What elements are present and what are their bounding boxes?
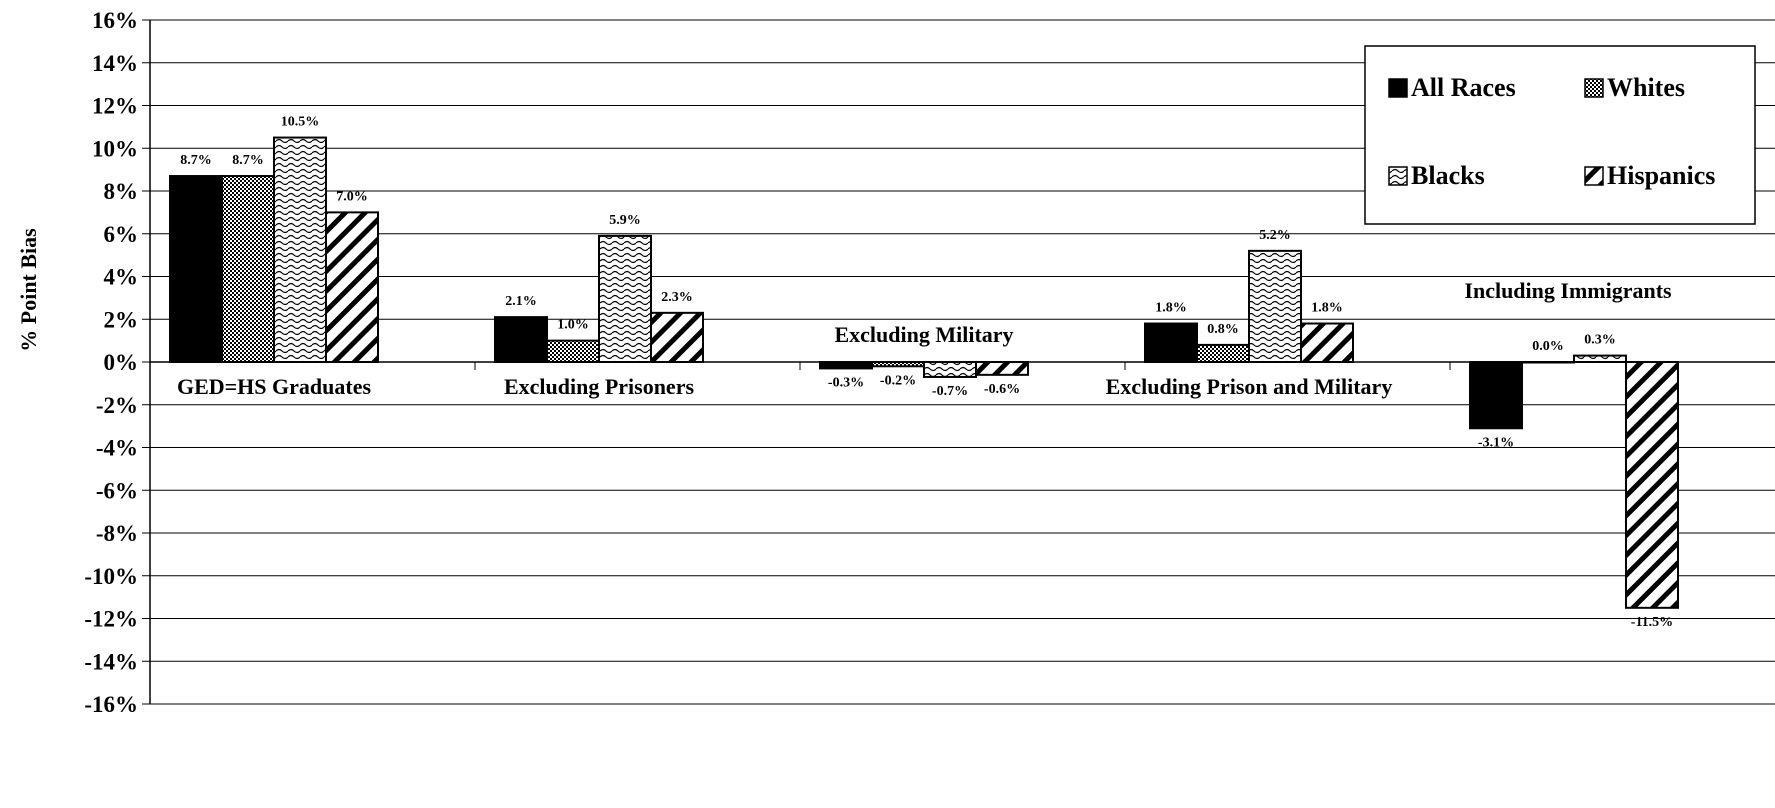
bar-hispanics [650,311,704,363]
bar-whites [221,175,275,363]
data-label: -0.7% [932,384,968,399]
legend-box [1364,45,1756,225]
data-label: 1.0% [557,318,589,333]
legend-label: Hispanics [1607,161,1715,190]
bar-blacks [1573,354,1627,363]
data-label: 10.5% [281,115,320,130]
y-axis-ticks: -16% -14% -12% -10% -8% -6% -4% -2% 0% 2% 4% 6% 8% 10… [84,8,150,717]
bar-all-races [494,316,548,363]
data-label: -0.6% [984,382,1020,397]
legend-label: All Races [1411,73,1516,102]
axes [149,20,1775,704]
y-tick-label: -6% [96,478,138,503]
data-label: 5.2% [1259,228,1291,243]
y-tick-label: 12% [92,94,138,119]
data-label: 2.3% [661,290,693,305]
y-axis-label: % Point Bias [16,228,41,352]
data-label: -0.3% [828,375,864,390]
data-label: 5.9% [609,213,641,228]
legend-swatch [1584,78,1604,98]
category-label: Excluding Prison and Military [1106,374,1393,399]
bar-whites [1196,343,1250,363]
data-label: -11.5% [1631,615,1673,630]
bar-blacks [923,361,977,378]
data-label: 7.0% [336,189,368,204]
y-tick-label: -10% [84,564,138,589]
y-tick-label: 10% [92,136,138,161]
data-labels: 8.7% 8.7% 10.5% 7.0% 2.1% 1.0% 5.9% 2.3% -0.3% -0… [180,115,1673,630]
category-label: GED=HS Graduates [177,374,371,399]
y-tick-label: -16% [84,692,138,717]
bar-all-races [1144,322,1198,363]
y-tick-label: -4% [96,436,138,461]
bar-hispanics [1625,361,1679,609]
y-tick-label: 16% [92,8,138,33]
bar-blacks [1248,249,1302,364]
bar-hispanics [325,211,379,363]
data-label: -3.1% [1478,435,1514,450]
bars [169,136,1679,609]
legend-label: Whites [1607,73,1685,102]
category-label: Including Immigrants [1464,278,1672,303]
bar-blacks [273,136,327,363]
legend-swatch [1584,166,1604,186]
data-label: 8.7% [180,153,212,168]
legend-label: Blacks [1411,161,1485,190]
y-tick-label: 4% [104,265,139,290]
data-label: 1.8% [1311,301,1343,316]
data-label: -0.2% [880,373,916,388]
bar-all-races [169,175,223,363]
bar-blacks [598,234,652,363]
category-label: Excluding Military [834,322,1013,347]
category-labels: GED=HS Graduates Excluding Prisoners Exclu… [177,278,1672,399]
bar-hispanics [1300,322,1354,363]
bar-whites [546,339,600,363]
y-tick-label: 8% [104,179,139,204]
data-label: 0.8% [1207,322,1239,337]
y-tick-label: 14% [92,51,138,76]
y-tick-label: 6% [104,222,139,247]
data-label: 0.3% [1584,333,1616,348]
legend-swatch [1388,166,1408,186]
data-label: 1.8% [1155,301,1187,316]
y-tick-label: -8% [96,521,138,546]
y-tick-label: 2% [104,307,139,332]
bar-all-races [1469,361,1523,430]
bar-hispanics [975,361,1029,376]
bar-all-races [819,361,873,370]
data-label: 2.1% [505,294,537,309]
category-label: Excluding Prisoners [504,374,695,399]
legend-swatch [1388,78,1408,98]
y-tick-label: 0% [104,350,139,375]
y-tick-label: -2% [96,393,138,418]
y-tick-label: -14% [84,649,138,674]
data-label: 8.7% [232,153,264,168]
data-label: 0.0% [1532,339,1564,354]
legend: All Races Whites Blacks Hispanics [1364,45,1756,225]
y-tick-label: -12% [84,607,138,632]
